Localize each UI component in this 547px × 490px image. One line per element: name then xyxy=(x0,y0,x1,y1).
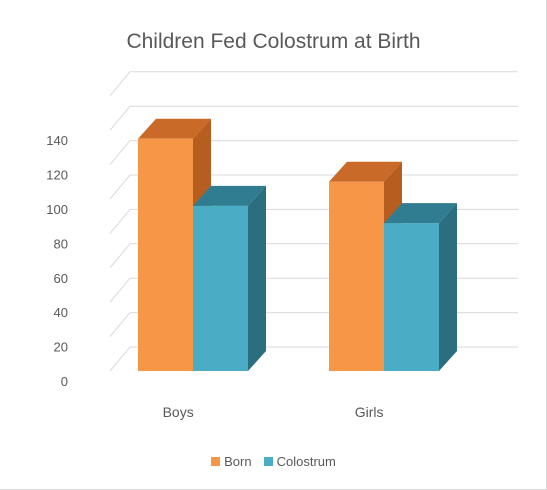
legend-label: Born xyxy=(224,454,252,469)
y-tick-label: 60 xyxy=(54,271,68,286)
chart-title: Children Fed Colostrum at Birth xyxy=(126,30,421,53)
bars xyxy=(138,118,457,371)
x-category-label: Boys xyxy=(163,404,194,420)
legend-item-colostrum: Colostrum xyxy=(263,454,336,469)
y-tick-label: 120 xyxy=(46,168,68,183)
gridline xyxy=(109,71,518,97)
x-category-label: Girls xyxy=(355,404,384,420)
y-tick-label: 40 xyxy=(54,305,68,320)
legend-swatch xyxy=(263,457,273,466)
y-tick-label: 80 xyxy=(54,236,68,251)
y-tick-label: 0 xyxy=(61,374,68,389)
gridline xyxy=(109,105,518,131)
y-tick-label: 100 xyxy=(46,202,68,217)
bar-colostrum-boys xyxy=(193,185,266,371)
legend-label: Colostrum xyxy=(276,454,336,469)
y-axis: 0 20 40 60 80 100 120 140 xyxy=(46,133,68,389)
bar-colostrum-girls xyxy=(384,203,457,371)
legend-swatch xyxy=(211,457,221,466)
legend: Born Colostrum xyxy=(0,454,547,469)
legend-item-born: Born xyxy=(211,454,252,469)
x-axis: Boys Girls xyxy=(163,404,384,420)
y-tick-label: 140 xyxy=(46,133,68,148)
y-tick-label: 20 xyxy=(54,340,68,355)
